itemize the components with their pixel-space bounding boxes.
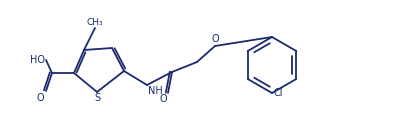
Text: Cl: Cl <box>274 88 283 98</box>
Text: NH: NH <box>148 86 163 96</box>
Text: O: O <box>211 34 219 44</box>
Text: S: S <box>94 93 100 103</box>
Text: HO: HO <box>30 55 45 65</box>
Text: O: O <box>159 94 167 104</box>
Text: CH₃: CH₃ <box>87 18 103 27</box>
Text: O: O <box>37 93 44 103</box>
